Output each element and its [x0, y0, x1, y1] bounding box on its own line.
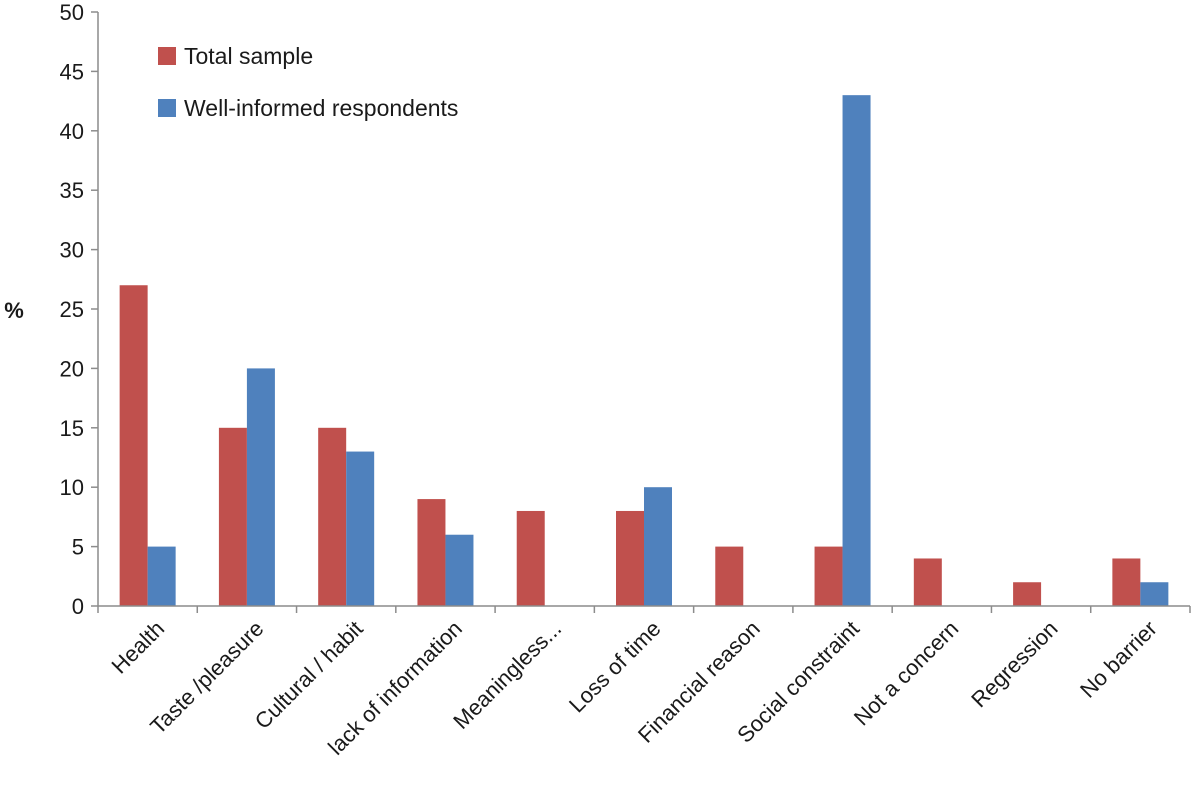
bar-total-sample [814, 546, 843, 606]
legend-swatch [158, 47, 176, 65]
x-tick-label: Loss of time [564, 616, 666, 718]
bar-total-sample [417, 499, 446, 606]
y-tick-label: 30 [60, 238, 84, 263]
bars [119, 95, 1169, 606]
y-tick-label: 20 [60, 356, 84, 381]
y-tick-label: 35 [60, 178, 84, 203]
legend-label: Well-informed respondents [184, 95, 458, 121]
legend: Total sample Well-informed respondents [158, 43, 458, 121]
bar-total-sample [318, 427, 347, 606]
y-tick-label: 40 [60, 119, 84, 144]
y-axis-label: % [4, 298, 24, 323]
bar-total-sample [218, 427, 247, 606]
y-tick-label: 25 [60, 297, 84, 322]
x-tick-label: Health [107, 616, 170, 679]
bar-well-informed [246, 368, 275, 606]
x-tick-label: No barrier [1075, 616, 1162, 703]
bar-total-sample [913, 558, 942, 606]
y-tick-label: 50 [60, 0, 84, 25]
bar-total-sample [119, 285, 148, 606]
bar-total-sample [516, 510, 545, 606]
bar-well-informed [842, 95, 871, 606]
y-tick-label: 45 [60, 59, 84, 84]
x-tick-label: Regression [966, 616, 1062, 712]
bar-well-informed [445, 534, 474, 606]
y-tick-label: 5 [72, 535, 84, 560]
y-tick-label: 10 [60, 475, 84, 500]
bar-total-sample [1112, 558, 1141, 606]
y-axis: 0 5 10 15 20 25 30 35 40 45 50 [60, 0, 99, 619]
bar-total-sample [616, 510, 644, 606]
bar-well-informed [644, 487, 672, 606]
bar-total-sample [715, 546, 744, 606]
legend-label: Total sample [184, 43, 313, 69]
bar-total-sample [1013, 582, 1042, 606]
bar-well-informed [1140, 582, 1169, 606]
y-tick-label: 15 [60, 416, 84, 441]
bar-well-informed [147, 546, 176, 606]
legend-swatch [158, 99, 176, 117]
y-tick-label: 0 [72, 594, 84, 619]
x-tick-label: Not a concern [849, 616, 964, 731]
bar-well-informed [346, 451, 375, 606]
